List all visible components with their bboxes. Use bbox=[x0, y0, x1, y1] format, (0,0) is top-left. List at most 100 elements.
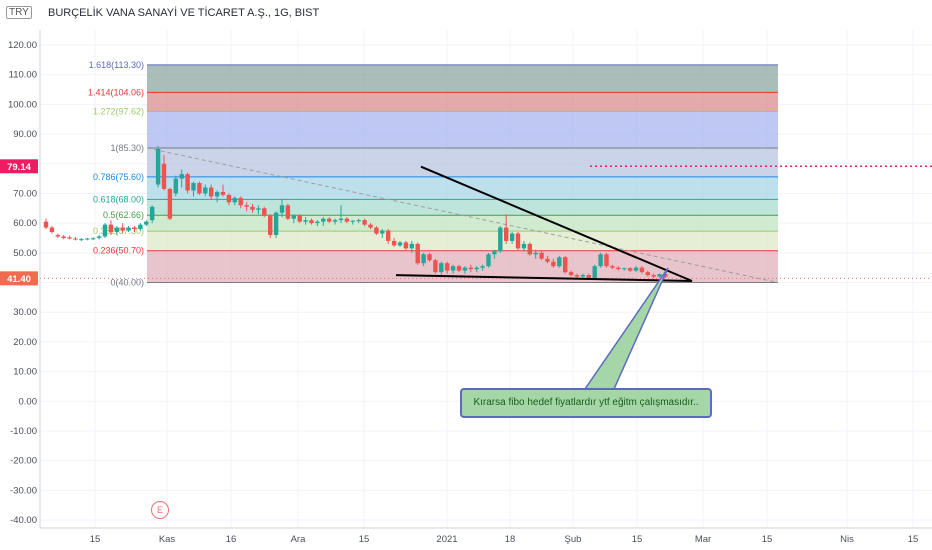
candle-body bbox=[256, 208, 261, 210]
candle-body bbox=[203, 187, 208, 194]
candle-body bbox=[380, 230, 385, 234]
lower-trendline[interactable] bbox=[395, 274, 693, 283]
candle-body bbox=[622, 268, 627, 270]
candle-body bbox=[651, 275, 656, 277]
candle-body bbox=[439, 263, 444, 273]
candle-body bbox=[545, 258, 550, 262]
x-tick-label: Nis bbox=[840, 534, 854, 545]
candle-body bbox=[397, 242, 403, 246]
candle-body bbox=[197, 183, 202, 194]
x-tick-label: 18 bbox=[505, 534, 516, 545]
candle-body bbox=[456, 266, 462, 271]
x-tick-label: Kas bbox=[159, 534, 176, 545]
candle-body bbox=[79, 239, 84, 241]
candle-body bbox=[386, 230, 391, 241]
candle-body bbox=[138, 224, 143, 230]
candle-body bbox=[498, 227, 503, 252]
fib-zone bbox=[147, 231, 778, 251]
candle-body bbox=[627, 268, 633, 271]
candle-body bbox=[592, 266, 597, 279]
candle-body bbox=[273, 212, 279, 235]
candle-body bbox=[150, 206, 155, 221]
candle-body bbox=[568, 272, 574, 276]
fib-label: 0.5(62.66) bbox=[103, 210, 144, 220]
candle-body bbox=[403, 242, 409, 249]
fib-label: 0(40.00) bbox=[110, 278, 144, 288]
candle-body bbox=[185, 174, 190, 191]
candle-body bbox=[356, 220, 361, 222]
x-tick-label: 15 bbox=[90, 534, 101, 545]
candle-body bbox=[226, 194, 232, 203]
candle-body bbox=[338, 218, 344, 221]
candle-body bbox=[327, 218, 332, 222]
candle-body bbox=[321, 218, 326, 222]
candle-body bbox=[214, 191, 220, 197]
fib-zone bbox=[147, 215, 778, 232]
candle-body bbox=[43, 221, 49, 228]
candle-body bbox=[539, 252, 544, 259]
current-price-tag bbox=[0, 159, 38, 174]
fib-label: 1.272(97.62) bbox=[93, 106, 144, 116]
candle-body bbox=[515, 233, 521, 249]
candle-body bbox=[120, 227, 125, 231]
y-tick-label: -30.00 bbox=[10, 485, 37, 496]
candle-body bbox=[132, 227, 137, 230]
candle-body bbox=[232, 197, 237, 203]
candle-body bbox=[551, 261, 556, 267]
candle-body bbox=[55, 235, 60, 237]
upper-trendline[interactable] bbox=[420, 165, 693, 282]
candle-body bbox=[262, 208, 267, 216]
y-tick-label: -20.00 bbox=[10, 456, 37, 467]
candle-body bbox=[191, 183, 196, 191]
candle-body bbox=[250, 206, 255, 210]
fib-zone bbox=[147, 148, 778, 177]
candle-body bbox=[102, 224, 108, 237]
earnings-badge[interactable]: E bbox=[151, 501, 169, 519]
candle-body bbox=[291, 215, 296, 219]
y-tick-label: 10.00 bbox=[13, 367, 37, 378]
candle-body bbox=[108, 224, 114, 233]
fib-label: 0.786(75.60) bbox=[93, 172, 144, 182]
candle-body bbox=[633, 267, 639, 271]
candle-body bbox=[297, 215, 302, 222]
dashed-trendline bbox=[146, 147, 779, 283]
candle-body bbox=[527, 243, 532, 255]
x-tick-label: 16 bbox=[226, 534, 237, 545]
currency-badge[interactable]: TRY bbox=[6, 6, 32, 19]
candle-body bbox=[114, 227, 119, 233]
fib-zone bbox=[147, 64, 778, 93]
candle-body bbox=[362, 220, 367, 225]
candle-body bbox=[220, 191, 226, 195]
candle-body bbox=[332, 220, 338, 222]
candle-body bbox=[315, 221, 320, 224]
annotation-note[interactable]: Kırarsa fibo hedef fiyatlardır ytf eğitm… bbox=[460, 388, 712, 418]
x-tick-label: 15 bbox=[632, 534, 643, 545]
fib-zone bbox=[147, 199, 778, 216]
candle-body bbox=[415, 243, 420, 264]
candle-body bbox=[374, 227, 379, 234]
x-tick-label: 15 bbox=[762, 534, 773, 545]
candle-body bbox=[574, 275, 580, 277]
candle-body bbox=[409, 243, 414, 249]
x-tick-label: Şub bbox=[565, 534, 582, 545]
candle-body bbox=[209, 187, 214, 197]
candle-body bbox=[421, 254, 426, 264]
candle-body bbox=[521, 243, 527, 249]
candle-body bbox=[504, 227, 509, 241]
y-tick-label: 30.00 bbox=[13, 307, 37, 318]
candle-body bbox=[462, 267, 468, 271]
x-tick-label: 15 bbox=[908, 534, 919, 545]
fib-label: 0.236(50.70) bbox=[93, 246, 144, 256]
y-tick-label: 90.00 bbox=[13, 129, 37, 140]
candle-body bbox=[368, 224, 373, 228]
candle-body bbox=[604, 254, 609, 267]
candle-body bbox=[285, 205, 291, 219]
candle-body bbox=[486, 254, 491, 267]
candle-body bbox=[427, 254, 432, 261]
candle-body bbox=[350, 220, 355, 222]
x-tick-label: 2021 bbox=[436, 534, 457, 545]
candle-body bbox=[244, 205, 249, 207]
candle-body bbox=[309, 220, 314, 224]
